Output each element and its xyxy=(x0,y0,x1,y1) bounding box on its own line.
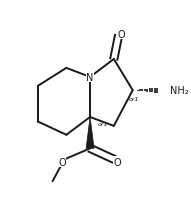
Text: O: O xyxy=(58,157,66,167)
Text: NH₂: NH₂ xyxy=(170,86,189,96)
Text: O: O xyxy=(114,157,121,167)
Text: or1: or1 xyxy=(129,97,140,102)
Text: N: N xyxy=(86,73,94,83)
Text: O: O xyxy=(117,30,125,40)
Text: or1: or1 xyxy=(98,122,108,127)
Polygon shape xyxy=(86,117,94,149)
